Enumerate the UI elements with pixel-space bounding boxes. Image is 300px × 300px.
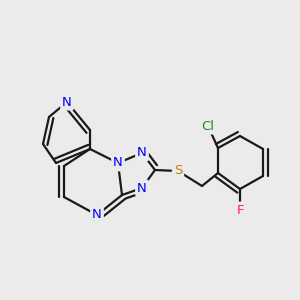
Text: N: N — [92, 208, 102, 221]
Text: F: F — [236, 203, 244, 217]
Text: S: S — [174, 164, 182, 178]
Text: Cl: Cl — [202, 119, 214, 133]
Text: N: N — [62, 95, 72, 109]
Text: N: N — [113, 157, 123, 169]
Text: N: N — [137, 182, 147, 194]
Text: N: N — [137, 146, 147, 160]
